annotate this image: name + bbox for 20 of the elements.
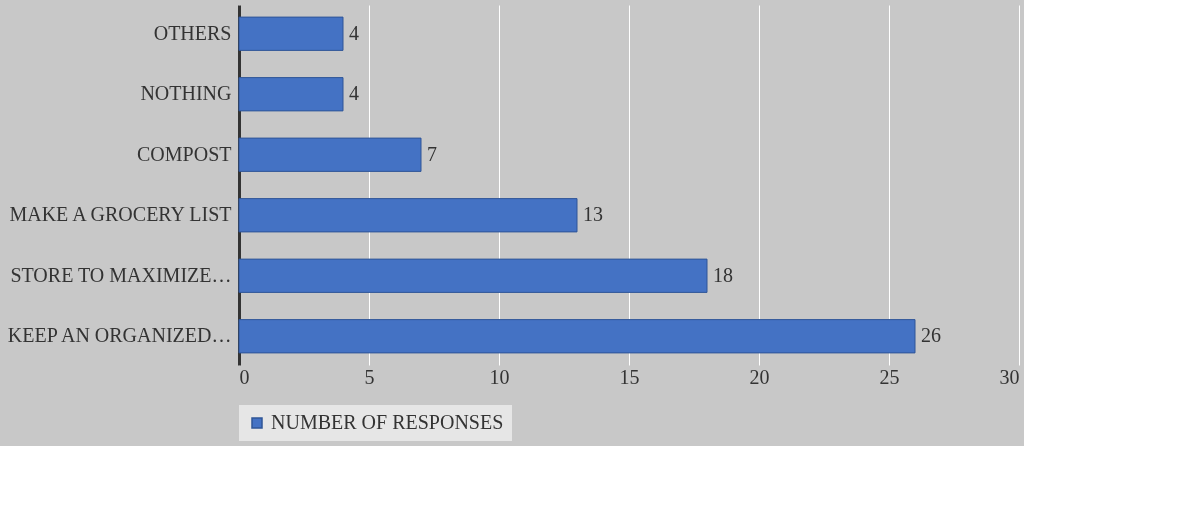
x-tick-label: 25 bbox=[879, 365, 900, 388]
data-label: 26 bbox=[921, 324, 941, 347]
x-tick-label: 30 bbox=[999, 365, 1020, 388]
legend-label: NUMBER OF RESPONSES bbox=[271, 411, 504, 433]
data-label: 13 bbox=[583, 203, 603, 226]
y-tick-label: NOTHING bbox=[140, 82, 232, 105]
x-tick-label: 5 bbox=[364, 365, 375, 388]
x-tick-label: 20 bbox=[749, 365, 770, 388]
y-tick-label: COMPOST bbox=[137, 142, 232, 165]
x-tick-label: 10 bbox=[489, 365, 510, 388]
x-tick-label: 0 bbox=[239, 365, 250, 388]
y-tick-label: STORE TO MAXIMIZE… bbox=[10, 263, 232, 286]
x-tick-label: 15 bbox=[619, 365, 640, 388]
y-tick-label: KEEP AN ORGANIZED… bbox=[7, 324, 232, 347]
y-tick-label: MAKE A GROCERY LIST bbox=[9, 203, 232, 226]
data-label: 4 bbox=[349, 21, 359, 44]
data-label: 18 bbox=[713, 263, 733, 286]
y-tick-label: OTHERS bbox=[153, 21, 232, 44]
data-label: 4 bbox=[349, 82, 359, 105]
data-label: 7 bbox=[427, 142, 437, 165]
